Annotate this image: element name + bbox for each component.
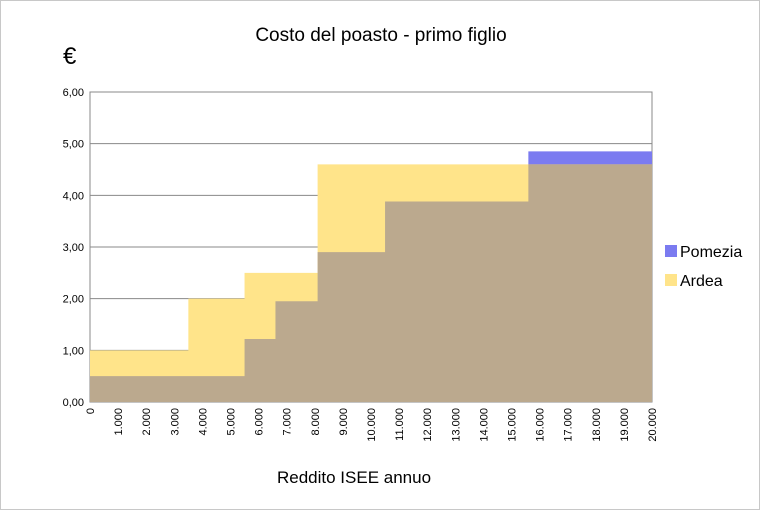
y-tick-label: 1,00 — [63, 345, 84, 357]
x-tick-label: 16.000 — [535, 408, 547, 442]
x-tick-label: 13.000 — [450, 408, 462, 442]
legend: Pomezia Ardea — [665, 244, 742, 290]
x-tick-label: 10.000 — [366, 408, 378, 442]
x-tick-label: 12.000 — [422, 408, 434, 442]
x-tick-label: 6.000 — [254, 408, 266, 436]
x-tick-label: 4.000 — [197, 408, 209, 436]
x-tick-label: 20.000 — [647, 408, 659, 442]
x-tick-label: 5.000 — [226, 408, 238, 436]
x-tick-label: 19.000 — [619, 408, 631, 442]
y-tick-label: 6,00 — [63, 87, 84, 99]
x-axis-ticks: 0 1.000 2.000 3.000 4.000 5.000 6.000 7.000 8.00… — [85, 408, 659, 442]
series-areas — [90, 151, 652, 402]
y-axis-ticks: 0,00 1,00 2,00 3,00 4,00 5,00 6,00 — [63, 87, 84, 409]
legend-label-pomezia: Pomezia — [680, 244, 742, 261]
x-tick-label: 18.000 — [591, 408, 603, 442]
x-tick-label: 17.000 — [563, 408, 575, 442]
y-tick-label: 0,00 — [63, 397, 84, 409]
x-tick-label: 3.000 — [169, 408, 181, 436]
y-tick-label: 3,00 — [63, 242, 84, 254]
x-tick-label: 14.000 — [478, 408, 490, 442]
legend-label-ardea: Ardea — [680, 273, 723, 290]
y-axis-unit-label: € — [63, 43, 77, 70]
x-axis-label: Reddito ISEE annuo — [277, 468, 431, 487]
x-tick-label: 11.000 — [394, 408, 406, 441]
x-tick-label: 1.000 — [113, 408, 125, 436]
chart-title: Costo del poasto - primo figlio — [255, 25, 506, 46]
y-tick-label: 2,00 — [63, 294, 84, 306]
x-tick-label: 15.000 — [507, 408, 519, 442]
y-tick-label: 4,00 — [63, 190, 84, 202]
legend-swatch-ardea — [665, 274, 677, 286]
x-tick-label: 7.000 — [282, 408, 294, 436]
x-tick-label: 2.000 — [141, 408, 153, 436]
legend-swatch-pomezia — [665, 245, 677, 257]
x-tick-label: 9.000 — [338, 408, 350, 436]
y-tick-label: 5,00 — [63, 139, 84, 151]
x-tick-label: 8.000 — [310, 408, 322, 436]
x-tick-label: 0 — [85, 408, 97, 414]
